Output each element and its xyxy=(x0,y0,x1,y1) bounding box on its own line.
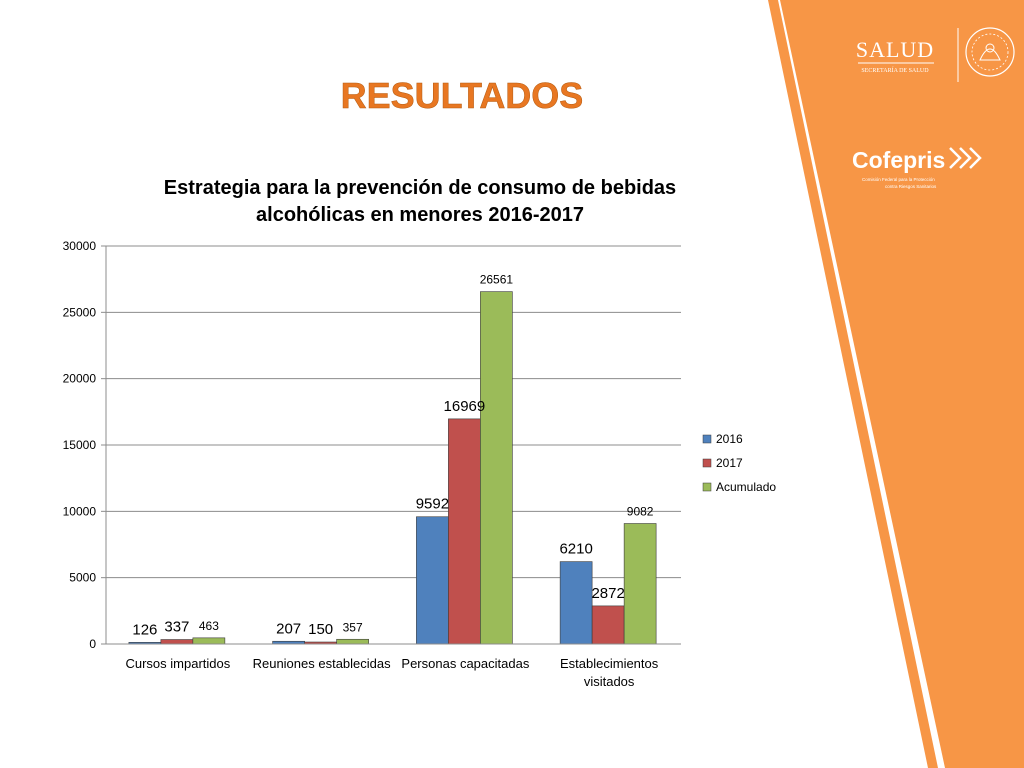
bar-2017-3 xyxy=(591,605,625,645)
chart-bars xyxy=(106,291,681,645)
bar-2016-3 xyxy=(559,561,593,645)
bar-2017-2 xyxy=(448,418,481,645)
legend-label: Acumulado xyxy=(716,480,776,494)
x-tick-label: Cursos impartidos xyxy=(125,656,230,671)
bar-acumulado-3 xyxy=(623,523,657,645)
data-label-2017-0: 337 xyxy=(164,619,189,636)
bar-2016-2 xyxy=(416,516,449,645)
salud-logo-name: SALUD xyxy=(856,37,934,62)
legend-swatch xyxy=(702,482,712,492)
data-label-2016-3: 6210 xyxy=(559,541,592,558)
bar-2017-0 xyxy=(160,639,194,645)
cofepris-logo-name: Cofepris xyxy=(852,147,945,173)
data-label-2017-3: 2872 xyxy=(591,585,624,602)
bar-acumulado-2 xyxy=(480,291,513,645)
cofepris-logo-line2: contra Riesgos Sanitarios xyxy=(885,184,937,189)
bar-acumulado-1 xyxy=(336,638,369,645)
y-tick-label: 5000 xyxy=(69,571,96,585)
y-tick-label: 0 xyxy=(89,637,96,651)
x-tick-label: Personas capacitadas xyxy=(401,656,529,671)
x-tick-label: visitados xyxy=(584,674,635,689)
bar-acumulado-0 xyxy=(192,637,226,645)
chart-title-line2: alcohólicas en menores 2016-2017 xyxy=(256,204,584,226)
y-axis-ticks: 0 5000 10000 15000 20000 25000 30000 xyxy=(63,239,97,651)
orange-stripe-band xyxy=(780,0,1024,768)
legend-swatch xyxy=(702,434,712,444)
y-tick-label: 10000 xyxy=(63,504,97,518)
data-label-2016-1: 207 xyxy=(276,620,301,637)
coat-of-arms-icon xyxy=(965,27,1015,77)
legend-swatch xyxy=(702,458,712,468)
legend-label: 2017 xyxy=(716,456,743,470)
y-tick-label: 25000 xyxy=(63,305,97,319)
slide-heading: RESULTADOS xyxy=(341,75,584,116)
y-tick-label: 20000 xyxy=(63,372,97,386)
x-tick-label: Reuniones establecidas xyxy=(253,656,392,671)
orange-stripe-thin xyxy=(768,0,938,768)
salud-logo: SALUD SECRETARÍA DE SALUD xyxy=(856,27,1015,82)
bar-chart: Estrategia para la prevención de consumo… xyxy=(63,177,777,689)
data-label-acumulado-1: 357 xyxy=(343,620,363,634)
salud-logo-subtitle: SECRETARÍA DE SALUD xyxy=(861,66,929,74)
data-label-acumulado-3: 9082 xyxy=(627,505,654,519)
data-label-acumulado-2: 26561 xyxy=(480,273,514,287)
x-tick-label: Establecimientos xyxy=(560,656,659,671)
y-tick-label: 15000 xyxy=(63,438,97,452)
data-label-2017-1: 150 xyxy=(308,621,333,638)
data-label-2017-2: 16969 xyxy=(444,398,486,415)
cofepris-logo-line1: Comisión Federal para la Protección xyxy=(862,177,935,182)
x-axis-labels: Cursos impartidos Reuniones establecidas P… xyxy=(125,656,658,689)
chart-title-line1: Estrategia para la prevención de consumo… xyxy=(164,177,676,199)
cofepris-logo: Cofepris Comisión Federal para la Protec… xyxy=(852,147,982,189)
legend-label: 2016 xyxy=(716,432,743,446)
data-labels: 126 207 9592 6210 337 150 16969 2872 463 357 26561… xyxy=(132,273,653,639)
chevron-arrows-icon xyxy=(949,147,982,169)
data-label-2016-2: 9592 xyxy=(416,496,449,513)
data-label-acumulado-0: 463 xyxy=(199,619,219,633)
chart-legend: 2016 2017 Acumulado xyxy=(702,432,776,494)
data-label-2016-0: 126 xyxy=(132,621,157,638)
y-tick-label: 30000 xyxy=(63,239,97,253)
